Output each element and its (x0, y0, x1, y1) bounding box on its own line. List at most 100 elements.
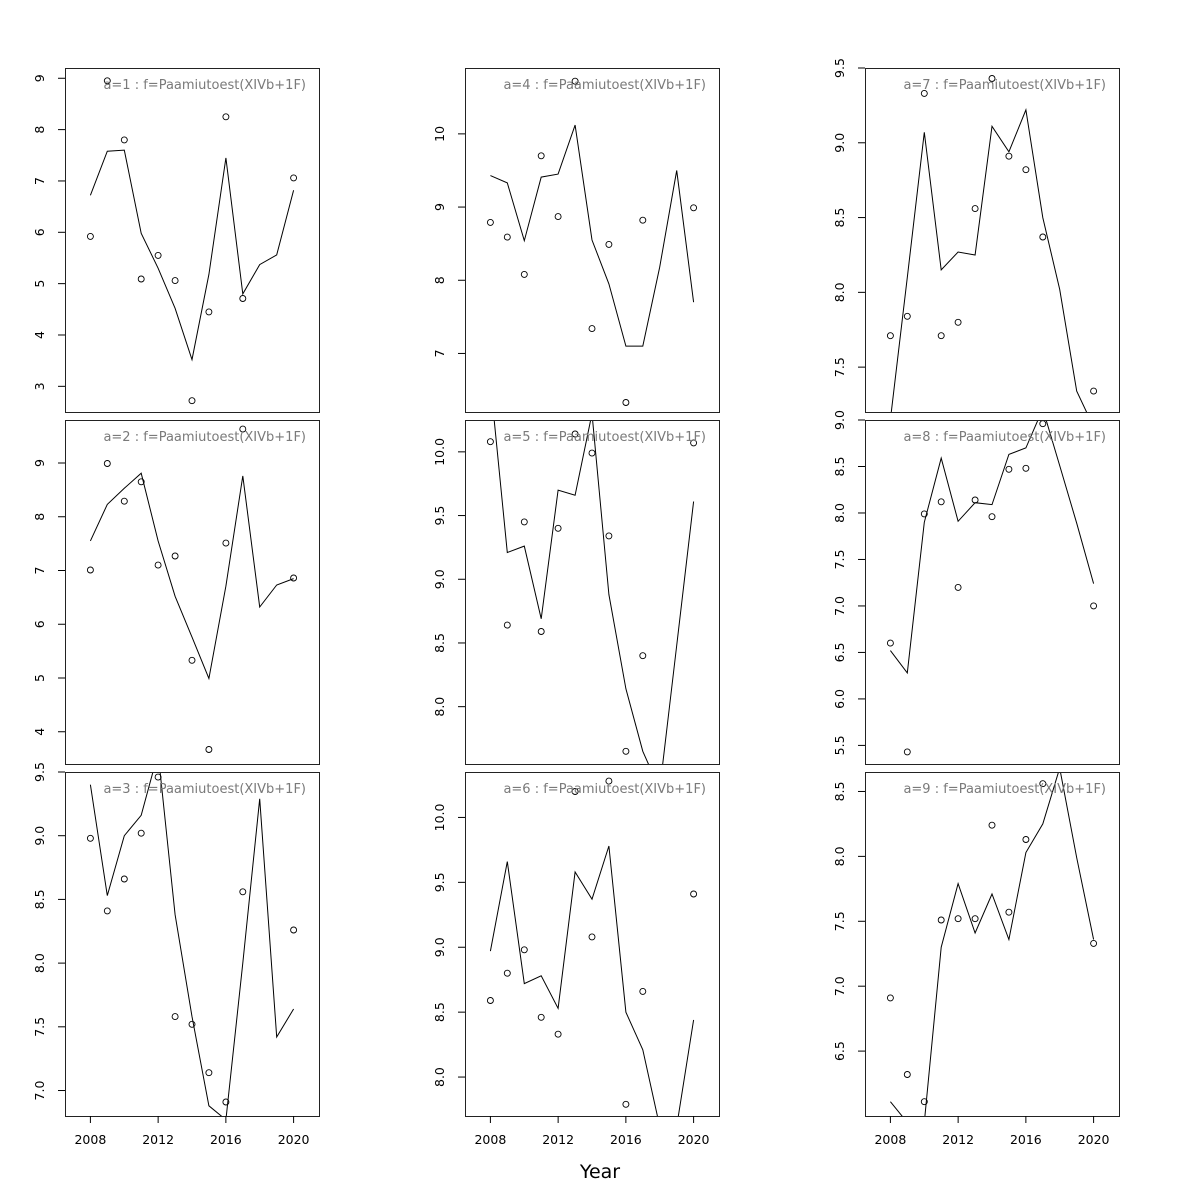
y-tick-label: 3 (32, 382, 47, 390)
observed-point (605, 532, 613, 540)
y-tick-label: 8.5 (832, 782, 847, 802)
y-tick-label: 6.0 (832, 689, 847, 709)
y-tick-label: 8 (432, 276, 447, 284)
observed-point (639, 216, 647, 224)
observed-point (1090, 602, 1098, 610)
plot-area (886, 75, 1098, 412)
y-tick-label: 6.5 (832, 642, 847, 662)
y-tick-label: 7 (432, 349, 447, 357)
y-tick-label: 6 (32, 228, 47, 236)
panel-frame (865, 772, 1120, 1117)
observed-point (290, 174, 298, 182)
panel-frame (65, 420, 320, 765)
observed-point (171, 552, 179, 560)
observed-point (520, 946, 528, 954)
panel-title: a=4 : f=Paamiutoest(XIVb+1F) (503, 78, 706, 93)
observed-point (903, 312, 911, 320)
observed-point (239, 425, 247, 433)
panel-title: a=9 : f=Paamiutoest(XIVb+1F) (903, 782, 1106, 797)
observed-point (486, 438, 494, 446)
y-tick-label: 8.0 (432, 697, 447, 717)
plot-area (86, 425, 298, 753)
x-tick-label: 2020 (678, 1132, 710, 1147)
y-tick-label: 7.0 (832, 976, 847, 996)
y-tick-label: 7 (32, 567, 47, 575)
observed-point (137, 829, 145, 837)
x-axis-title: Year (579, 1161, 620, 1183)
observed-point (239, 295, 247, 302)
observed-point (503, 969, 511, 977)
panel-a9: a=9 : f=Paamiutoest(XIVb+1F) 6.5 7.0 7.5 8.0… (832, 772, 1120, 1147)
observed-point (690, 204, 698, 212)
observed-point (1090, 939, 1098, 947)
plot-area (86, 77, 298, 405)
observed-point (622, 399, 630, 406)
observed-point (154, 561, 162, 569)
observed-point (1005, 908, 1013, 916)
observed-point (222, 1098, 230, 1106)
x-tick-label: 2020 (278, 1132, 310, 1147)
y-tick-label: 8 (32, 126, 47, 134)
plot-area (486, 420, 698, 764)
observed-point (103, 77, 111, 85)
panel-title: a=7 : f=Paamiutoest(XIVb+1F) (903, 78, 1106, 93)
observed-point (86, 232, 94, 240)
panel-a6: a=6 : f=Paamiutoest(XIVb+1F) 8.0 8.5 9.0 9.5… (432, 772, 720, 1147)
y-tick-label: 5 (32, 674, 47, 682)
y-tick-label: 8.5 (832, 457, 847, 477)
fitted-line (89, 772, 295, 1116)
y-tick-label: 9.5 (832, 58, 847, 78)
observed-point (605, 240, 613, 248)
observed-point (486, 218, 494, 226)
observed-point (622, 747, 630, 755)
observed-point (154, 251, 162, 259)
observed-point (639, 987, 647, 995)
observed-point (154, 773, 162, 781)
observed-point (205, 1069, 213, 1077)
observed-point (188, 1020, 196, 1028)
x-tick-label: 2012 (142, 1132, 174, 1147)
observed-point (954, 318, 962, 326)
y-tick-label: 8.0 (832, 846, 847, 866)
fitted-line (890, 108, 1088, 412)
observed-point (537, 152, 545, 160)
observed-point (171, 277, 179, 285)
observed-point (1022, 464, 1030, 472)
observed-point (971, 496, 979, 504)
y-tick-label: 9 (32, 74, 47, 82)
observed-point (588, 449, 596, 457)
plot-area (486, 777, 698, 1116)
observed-point (1090, 387, 1098, 395)
x-tick-label: 2008 (474, 1132, 506, 1147)
y-tick-label: 7.5 (832, 911, 847, 931)
fitted-line (89, 149, 295, 362)
y-tick-label: 8.0 (832, 282, 847, 302)
observed-point (920, 1098, 928, 1106)
observed-point (571, 77, 579, 85)
plot-area (886, 420, 1098, 756)
observed-point (1039, 780, 1047, 788)
observed-point (503, 621, 511, 629)
observed-point (988, 821, 996, 829)
observed-point (171, 1013, 179, 1021)
observed-point (988, 513, 996, 521)
observed-point (86, 566, 94, 574)
y-tick-label: 8.5 (432, 633, 447, 653)
y-tick-label: 7 (32, 177, 47, 185)
y-tick-label: 5.5 (832, 735, 847, 755)
observed-point (188, 656, 196, 664)
panel-a4: a=4 : f=Paamiutoest(XIVb+1F) 7 8 9 10 (432, 68, 720, 413)
plot-area (886, 772, 1098, 1116)
y-tick-label: 7.5 (832, 550, 847, 570)
observed-point (486, 997, 494, 1004)
observed-point (954, 583, 962, 591)
panel-title: a=1 : f=Paamiutoest(XIVb+1F) (103, 78, 306, 93)
panel-title: a=5 : f=Paamiutoest(XIVb+1F) (503, 430, 706, 445)
fitted-line (890, 772, 1095, 1116)
observed-point (971, 205, 979, 213)
observed-point (120, 136, 128, 144)
observed-point (622, 1100, 630, 1108)
observed-point (903, 1071, 911, 1078)
y-tick-label: 8.0 (832, 503, 847, 523)
observed-point (605, 777, 613, 785)
